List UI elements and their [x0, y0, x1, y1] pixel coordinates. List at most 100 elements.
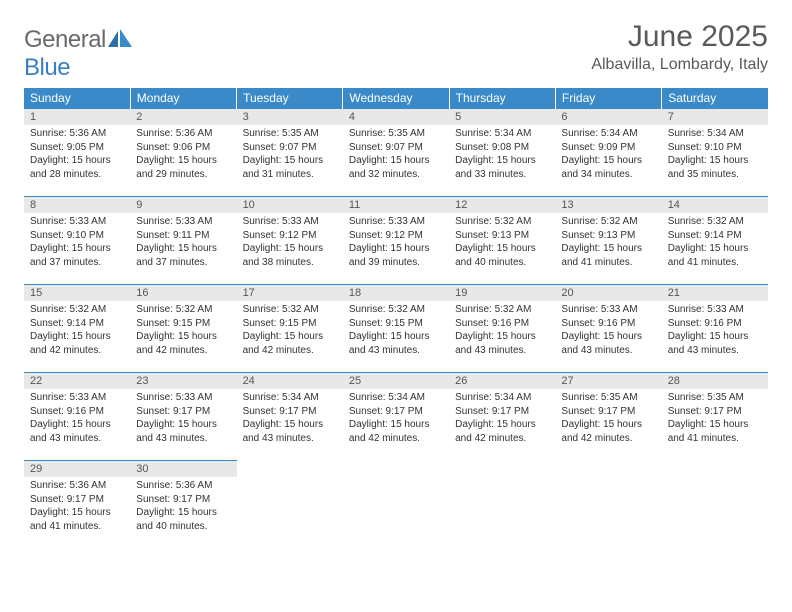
logo-text-blue: Blue [24, 54, 70, 81]
sunrise-line: Sunrise: 5:34 AM [243, 391, 337, 405]
day-number: 26 [449, 373, 555, 389]
day-number: 1 [24, 109, 130, 125]
daylight-line: Daylight: 15 hours and 29 minutes. [136, 154, 230, 181]
day-number: 16 [130, 285, 236, 301]
sunset-line: Sunset: 9:17 PM [668, 405, 762, 419]
calendar-cell: 10Sunrise: 5:33 AMSunset: 9:12 PMDayligh… [237, 197, 343, 285]
day-number: 6 [555, 109, 661, 125]
sunset-line: Sunset: 9:07 PM [243, 141, 337, 155]
sunrise-line: Sunrise: 5:33 AM [136, 391, 230, 405]
sunrise-line: Sunrise: 5:36 AM [136, 479, 230, 493]
day-content: Sunrise: 5:34 AMSunset: 9:17 PMDaylight:… [449, 389, 555, 449]
sunrise-line: Sunrise: 5:33 AM [349, 215, 443, 229]
daylight-line: Daylight: 15 hours and 31 minutes. [243, 154, 337, 181]
calendar-cell [449, 461, 555, 549]
sunset-line: Sunset: 9:09 PM [561, 141, 655, 155]
sunrise-line: Sunrise: 5:33 AM [30, 391, 124, 405]
day-number: 24 [237, 373, 343, 389]
day-header-row: Sunday Monday Tuesday Wednesday Thursday… [24, 88, 768, 109]
day-content: Sunrise: 5:34 AMSunset: 9:17 PMDaylight:… [237, 389, 343, 449]
logo-text-gray: General [24, 26, 106, 53]
day-content: Sunrise: 5:36 AMSunset: 9:17 PMDaylight:… [24, 477, 130, 537]
calendar-cell: 24Sunrise: 5:34 AMSunset: 9:17 PMDayligh… [237, 373, 343, 461]
calendar-cell: 25Sunrise: 5:34 AMSunset: 9:17 PMDayligh… [343, 373, 449, 461]
calendar-cell [237, 461, 343, 549]
day-header: Wednesday [343, 88, 449, 109]
sunrise-line: Sunrise: 5:33 AM [30, 215, 124, 229]
day-content: Sunrise: 5:32 AMSunset: 9:15 PMDaylight:… [343, 301, 449, 361]
sunset-line: Sunset: 9:14 PM [30, 317, 124, 331]
sunrise-line: Sunrise: 5:34 AM [349, 391, 443, 405]
sunset-line: Sunset: 9:06 PM [136, 141, 230, 155]
calendar-cell: 30Sunrise: 5:36 AMSunset: 9:17 PMDayligh… [130, 461, 236, 549]
sunset-line: Sunset: 9:17 PM [349, 405, 443, 419]
sunset-line: Sunset: 9:05 PM [30, 141, 124, 155]
calendar-cell: 12Sunrise: 5:32 AMSunset: 9:13 PMDayligh… [449, 197, 555, 285]
sunset-line: Sunset: 9:17 PM [243, 405, 337, 419]
sunset-line: Sunset: 9:14 PM [668, 229, 762, 243]
location: Albavilla, Lombardy, Italy [591, 56, 768, 74]
calendar-cell: 1Sunrise: 5:36 AMSunset: 9:05 PMDaylight… [24, 109, 130, 197]
day-content: Sunrise: 5:36 AMSunset: 9:05 PMDaylight:… [24, 125, 130, 185]
daylight-line: Daylight: 15 hours and 35 minutes. [668, 154, 762, 181]
sunset-line: Sunset: 9:12 PM [349, 229, 443, 243]
day-number: 22 [24, 373, 130, 389]
calendar-cell: 13Sunrise: 5:32 AMSunset: 9:13 PMDayligh… [555, 197, 661, 285]
day-number: 17 [237, 285, 343, 301]
sunrise-line: Sunrise: 5:36 AM [30, 127, 124, 141]
day-number: 19 [449, 285, 555, 301]
daylight-line: Daylight: 15 hours and 42 minutes. [243, 330, 337, 357]
day-content: Sunrise: 5:33 AMSunset: 9:16 PMDaylight:… [555, 301, 661, 361]
daylight-line: Daylight: 15 hours and 37 minutes. [136, 242, 230, 269]
calendar-cell: 18Sunrise: 5:32 AMSunset: 9:15 PMDayligh… [343, 285, 449, 373]
calendar-cell: 2Sunrise: 5:36 AMSunset: 9:06 PMDaylight… [130, 109, 236, 197]
sunset-line: Sunset: 9:10 PM [30, 229, 124, 243]
calendar-cell: 28Sunrise: 5:35 AMSunset: 9:17 PMDayligh… [662, 373, 768, 461]
day-content: Sunrise: 5:33 AMSunset: 9:11 PMDaylight:… [130, 213, 236, 273]
calendar-cell: 26Sunrise: 5:34 AMSunset: 9:17 PMDayligh… [449, 373, 555, 461]
sunrise-line: Sunrise: 5:33 AM [136, 215, 230, 229]
sunset-line: Sunset: 9:08 PM [455, 141, 549, 155]
calendar-cell: 5Sunrise: 5:34 AMSunset: 9:08 PMDaylight… [449, 109, 555, 197]
day-content: Sunrise: 5:32 AMSunset: 9:15 PMDaylight:… [130, 301, 236, 361]
day-content: Sunrise: 5:34 AMSunset: 9:08 PMDaylight:… [449, 125, 555, 185]
day-number: 28 [662, 373, 768, 389]
day-number: 21 [662, 285, 768, 301]
day-number: 5 [449, 109, 555, 125]
day-number: 23 [130, 373, 236, 389]
day-number: 11 [343, 197, 449, 213]
day-number: 30 [130, 461, 236, 477]
daylight-line: Daylight: 15 hours and 42 minutes. [136, 330, 230, 357]
daylight-line: Daylight: 15 hours and 43 minutes. [668, 330, 762, 357]
daylight-line: Daylight: 15 hours and 43 minutes. [561, 330, 655, 357]
day-content: Sunrise: 5:34 AMSunset: 9:17 PMDaylight:… [343, 389, 449, 449]
day-number: 9 [130, 197, 236, 213]
logo: General Blue [24, 20, 132, 82]
day-number: 10 [237, 197, 343, 213]
day-content: Sunrise: 5:32 AMSunset: 9:13 PMDaylight:… [555, 213, 661, 273]
day-content: Sunrise: 5:36 AMSunset: 9:17 PMDaylight:… [130, 477, 236, 537]
calendar-cell: 23Sunrise: 5:33 AMSunset: 9:17 PMDayligh… [130, 373, 236, 461]
calendar-cell: 27Sunrise: 5:35 AMSunset: 9:17 PMDayligh… [555, 373, 661, 461]
title-block: June 2025 Albavilla, Lombardy, Italy [591, 20, 768, 74]
sunset-line: Sunset: 9:13 PM [455, 229, 549, 243]
sunrise-line: Sunrise: 5:35 AM [561, 391, 655, 405]
sunset-line: Sunset: 9:10 PM [668, 141, 762, 155]
sunrise-line: Sunrise: 5:36 AM [30, 479, 124, 493]
calendar-cell: 6Sunrise: 5:34 AMSunset: 9:09 PMDaylight… [555, 109, 661, 197]
day-content: Sunrise: 5:32 AMSunset: 9:14 PMDaylight:… [662, 213, 768, 273]
calendar-cell: 17Sunrise: 5:32 AMSunset: 9:15 PMDayligh… [237, 285, 343, 373]
calendar-row: 1Sunrise: 5:36 AMSunset: 9:05 PMDaylight… [24, 109, 768, 197]
sunset-line: Sunset: 9:12 PM [243, 229, 337, 243]
sunrise-line: Sunrise: 5:33 AM [561, 303, 655, 317]
sunset-line: Sunset: 9:13 PM [561, 229, 655, 243]
calendar-cell [662, 461, 768, 549]
day-number: 13 [555, 197, 661, 213]
sunset-line: Sunset: 9:17 PM [455, 405, 549, 419]
sunset-line: Sunset: 9:16 PM [30, 405, 124, 419]
sunrise-line: Sunrise: 5:34 AM [668, 127, 762, 141]
day-content: Sunrise: 5:34 AMSunset: 9:10 PMDaylight:… [662, 125, 768, 185]
calendar-cell: 3Sunrise: 5:35 AMSunset: 9:07 PMDaylight… [237, 109, 343, 197]
calendar-cell: 16Sunrise: 5:32 AMSunset: 9:15 PMDayligh… [130, 285, 236, 373]
day-number: 8 [24, 197, 130, 213]
